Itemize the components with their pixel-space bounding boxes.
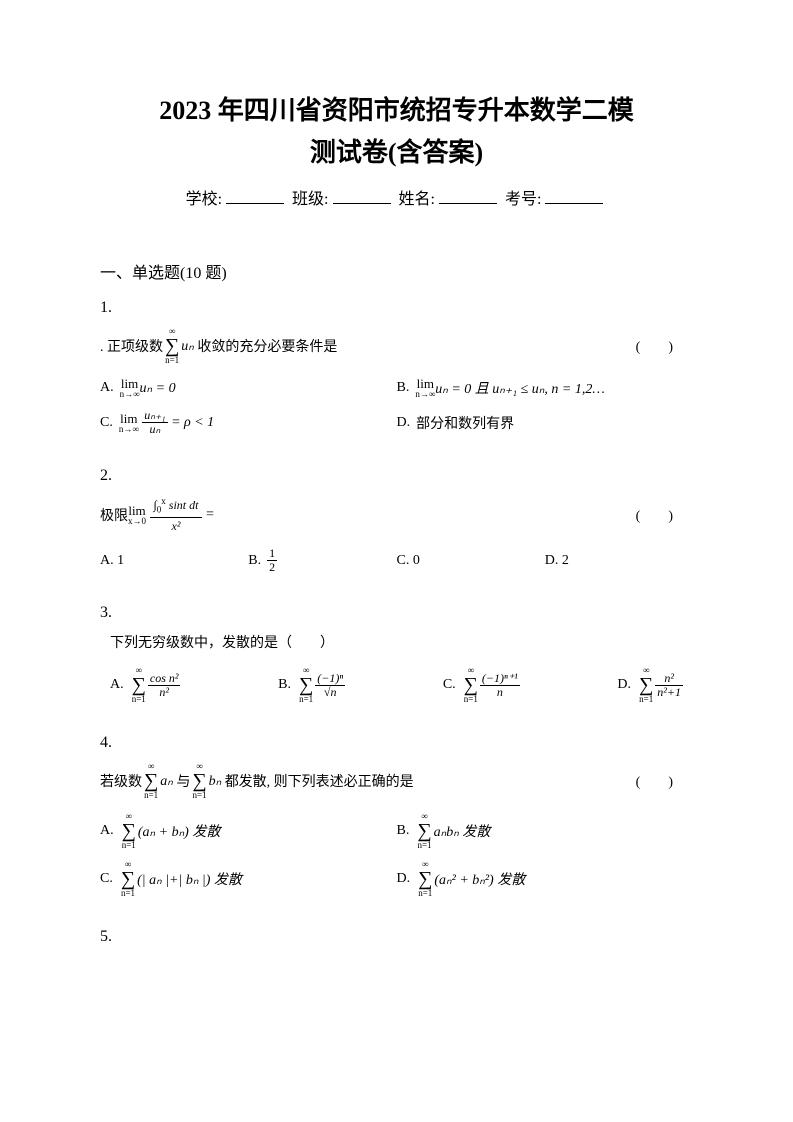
info-line: 学校: 班级: 姓名: 考号: — [100, 185, 693, 209]
sigma-icon: ∞∑n=1 — [122, 812, 136, 850]
q2-text: 极限 limx→0 ∫0x sint dt x² = ( ) — [100, 495, 693, 535]
fraction: 1 2 — [267, 547, 277, 574]
sigma-icon: ∞∑n=1 — [121, 860, 135, 898]
q2-optC[interactable]: C. 0 — [397, 547, 545, 574]
q2-prefix: 极限 — [100, 505, 128, 525]
q1-prefix: . 正项级数 — [100, 336, 163, 356]
fraction: uₙ₊₁ uₙ — [142, 409, 167, 436]
name-label: 姓名: — [399, 191, 435, 208]
q3-optB[interactable]: B. ∞∑n=1 (−1)ⁿ√n — [278, 666, 345, 704]
q1-optB[interactable]: B. limn→∞ uₙ = 0 且 uₙ₊₁ ≤ uₙ, n = 1,2… — [397, 377, 694, 399]
q4-optA[interactable]: A. ∞∑n=1 (aₙ + bₙ) 发散 — [100, 812, 397, 850]
examid-label: 考号: — [505, 191, 541, 208]
q3-text: 下列无穷级数中，发散的是（ ） — [110, 632, 693, 652]
q3-number: 3. — [100, 604, 693, 622]
q3-optA[interactable]: A. ∞∑n=1 cos n²n² — [110, 666, 180, 704]
lim-icon: limn→∞ — [415, 377, 435, 399]
question-2: 2. 极限 limx→0 ∫0x sint dt x² = ( ) A. 1 B… — [100, 467, 693, 575]
question-3: 3. 下列无穷级数中，发散的是（ ） A. ∞∑n=1 cos n²n² B. … — [100, 604, 693, 704]
q4-optC[interactable]: C. ∞∑n=1 (| aₙ |+| bₙ |) 发散 — [100, 860, 397, 898]
school-label: 学校: — [186, 191, 222, 208]
examid-blank[interactable] — [545, 203, 603, 204]
sigma-icon: ∞ ∑ n=1 — [165, 327, 179, 365]
q3-options: A. ∞∑n=1 cos n²n² B. ∞∑n=1 (−1)ⁿ√n C. ∞∑… — [100, 666, 693, 704]
school-blank[interactable] — [226, 203, 284, 204]
q4-options-row1: A. ∞∑n=1 (aₙ + bₙ) 发散 B. ∞∑n=1 aₙbₙ 发散 — [100, 812, 693, 850]
q1-term: uₙ — [181, 338, 194, 355]
sigma-icon: ∞∑n=1 — [418, 860, 432, 898]
sigma-icon: ∞∑n=1 — [299, 666, 313, 704]
q1-paren: ( ) — [636, 336, 693, 356]
exam-title: 2023 年四川省资阳市统招专升本数学二模 测试卷(含答案) — [100, 90, 693, 173]
q2-number: 2. — [100, 467, 693, 485]
q2-options: A. 1 B. 1 2 C. 0 D. 2 — [100, 547, 693, 574]
q4-number: 4. — [100, 734, 693, 752]
title-line1: 2023 年四川省资阳市统招专升本数学二模 — [100, 90, 693, 132]
section-title: 一、单选题(10 题) — [100, 259, 693, 283]
q1-optC[interactable]: C. limn→∞ uₙ₊₁ uₙ = ρ < 1 — [100, 409, 397, 436]
sigma-icon: ∞∑n=1 — [417, 812, 431, 850]
q4-options-row2: C. ∞∑n=1 (| aₙ |+| bₙ |) 发散 D. ∞∑n=1 (aₙ… — [100, 860, 693, 898]
q5-number: 5. — [100, 928, 693, 946]
lim-icon: limx→0 — [128, 504, 146, 526]
q2-paren: ( ) — [636, 505, 693, 525]
q2-optA[interactable]: A. 1 — [100, 547, 248, 574]
sigma-icon: ∞∑n=1 — [639, 666, 653, 704]
class-blank[interactable] — [333, 203, 391, 204]
title-line2: 测试卷(含答案) — [100, 132, 693, 174]
q4-optD[interactable]: D. ∞∑n=1 (aₙ² + bₙ²) 发散 — [397, 860, 694, 898]
class-label: 班级: — [292, 191, 328, 208]
q1-suffix: 收敛的充分必要条件是 — [197, 336, 337, 356]
q4-paren: ( ) — [636, 771, 693, 791]
q4-optB[interactable]: B. ∞∑n=1 aₙbₙ 发散 — [397, 812, 694, 850]
q3-optC[interactable]: C. ∞∑n=1 (−1)ⁿ⁺¹n — [443, 666, 520, 704]
q1-text: . 正项级数 ∞ ∑ n=1 uₙ 收敛的充分必要条件是 ( ) — [100, 327, 693, 365]
q1-number: 1. — [100, 299, 693, 317]
sigma-icon: ∞∑n=1 — [192, 762, 206, 800]
q1-options-row1: A. limn→∞ uₙ = 0 B. limn→∞ uₙ = 0 且 uₙ₊₁… — [100, 377, 693, 399]
q1-optA[interactable]: A. limn→∞ uₙ = 0 — [100, 377, 397, 399]
q3-optD[interactable]: D. ∞∑n=1 n²n²+1 — [617, 666, 683, 704]
q2-optB[interactable]: B. 1 2 — [248, 547, 396, 574]
question-4: 4. 若级数 ∞∑n=1 aₙ 与 ∞∑n=1 bₙ 都发散, 则下列表述必正确… — [100, 734, 693, 898]
lim-icon: limn→∞ — [120, 377, 140, 399]
question-5: 5. — [100, 928, 693, 946]
integral-fraction: ∫0x sint dt x² — [150, 495, 203, 535]
q4-text: 若级数 ∞∑n=1 aₙ 与 ∞∑n=1 bₙ 都发散, 则下列表述必正确的是 … — [100, 762, 693, 800]
q1-options-row2: C. limn→∞ uₙ₊₁ uₙ = ρ < 1 D. 部分和数列有界 — [100, 409, 693, 436]
name-blank[interactable] — [439, 203, 497, 204]
q2-optD[interactable]: D. 2 — [545, 547, 693, 574]
q1-optD[interactable]: D. 部分和数列有界 — [397, 409, 694, 436]
lim-icon: limn→∞ — [119, 412, 139, 434]
question-1: 1. . 正项级数 ∞ ∑ n=1 uₙ 收敛的充分必要条件是 ( ) A. l… — [100, 299, 693, 436]
sigma-icon: ∞∑n=1 — [464, 666, 478, 704]
sigma-icon: ∞∑n=1 — [144, 762, 158, 800]
sigma-icon: ∞∑n=1 — [132, 666, 146, 704]
